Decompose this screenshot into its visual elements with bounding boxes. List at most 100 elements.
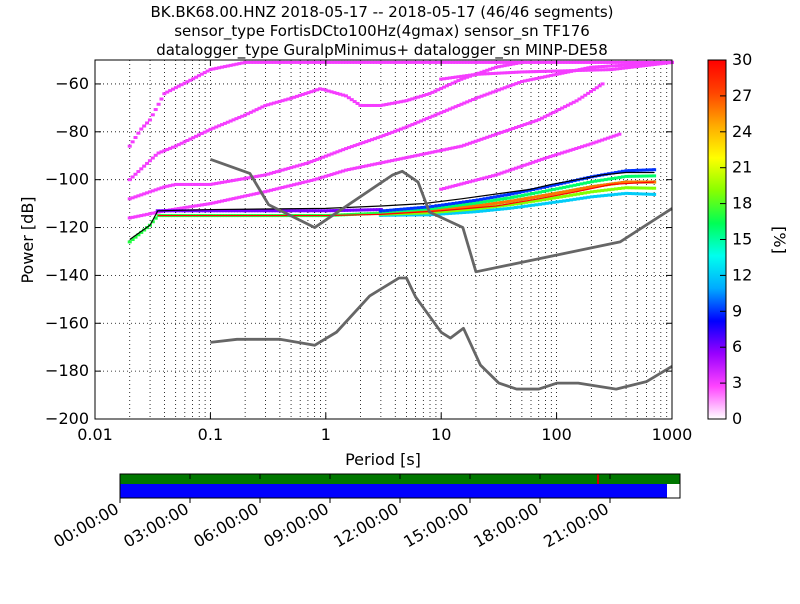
density-cell [447,60,452,64]
density-cell [545,60,550,64]
density-cell [579,192,584,196]
density-cell [173,144,178,148]
density-cell [263,173,268,177]
density-cell [541,198,546,202]
density-cell [563,69,568,73]
density-cell [488,174,493,178]
density-cell [558,195,563,199]
density-cell [436,60,441,64]
density-cell [456,183,461,187]
density-cell [433,150,438,154]
density-cell [185,182,190,186]
density-cell [548,69,553,73]
density-cell [458,206,463,210]
density-cell [537,76,542,80]
density-cell [525,78,530,82]
density-cell [548,184,553,188]
density-cell [551,183,556,187]
density-cell [420,209,425,213]
density-cell [531,188,536,192]
density-cell [145,212,150,216]
density-cell [620,192,625,196]
density-cell [447,185,452,189]
density-cell [228,179,233,183]
density-cell [534,203,539,207]
density-cell [245,112,250,116]
density-cell [173,207,178,211]
density-cell [588,89,593,93]
density-cell [589,60,594,64]
density-cell [416,95,421,99]
colorbar-label: [%] [770,226,789,254]
density-cell [384,160,389,164]
density-cell [516,125,521,129]
density-cell [586,195,591,199]
density-cell [661,61,666,65]
density-cell [251,175,256,179]
density-cell [419,119,424,123]
density-cell [520,197,525,201]
density-cell [519,164,524,168]
density-cell [338,149,343,153]
density-cell [269,60,274,64]
density-cell [236,209,241,213]
density-cell [505,60,510,64]
density-cell [634,186,639,190]
density-cell [188,78,193,82]
density-cell [600,82,605,86]
colorbar: 0 3 6 9 12 15 18 21 24 27 30 [%] [707,50,789,428]
density-cell [450,76,455,80]
density-cell [372,60,377,64]
density-cell [536,158,541,162]
density-cell [540,60,545,64]
density-cell [176,207,181,211]
density-cell [524,193,529,197]
density-cell [341,60,346,64]
density-cell [444,205,449,209]
density-cell [614,181,619,185]
density-cell [254,209,259,213]
density-cell [468,99,473,103]
density-cell [416,206,421,210]
density-cell [450,60,455,64]
density-cell [468,202,473,206]
density-cell [434,206,439,210]
density-cell [153,153,158,157]
density-cell [442,109,447,113]
density-cell [318,87,323,91]
density-cell [583,66,588,70]
density-cell [470,73,475,77]
density-cell [283,167,288,171]
density-cell [505,169,510,173]
density-cell [234,117,239,121]
coverage-tick-label: 21:00:00 [540,499,612,551]
coverage-data-strip [120,484,667,498]
density-cell [199,209,204,213]
density-cell [153,188,158,192]
density-cell [490,133,495,137]
density-cell [370,138,375,142]
density-cell [596,179,601,183]
density-cell [579,187,584,191]
y-tick-label: −80 [55,122,89,141]
density-cell [589,68,594,72]
density-cell [410,60,415,64]
density-cell [627,180,632,184]
y-tick-label: −100 [45,170,89,189]
density-cell [202,71,207,75]
density-cell [488,72,493,76]
density-cell [142,213,147,217]
density-cell [217,181,222,185]
density-cell [318,60,323,64]
density-cell [617,192,622,196]
density-cell [439,111,444,115]
density-cell [196,209,201,213]
density-cell [361,60,366,64]
density-cell [176,143,181,147]
density-cell [626,60,631,64]
density-cell [537,70,542,74]
curve-mean [129,171,655,240]
density-cell [470,179,475,183]
density-cell [176,182,181,186]
density-cell [248,60,253,64]
